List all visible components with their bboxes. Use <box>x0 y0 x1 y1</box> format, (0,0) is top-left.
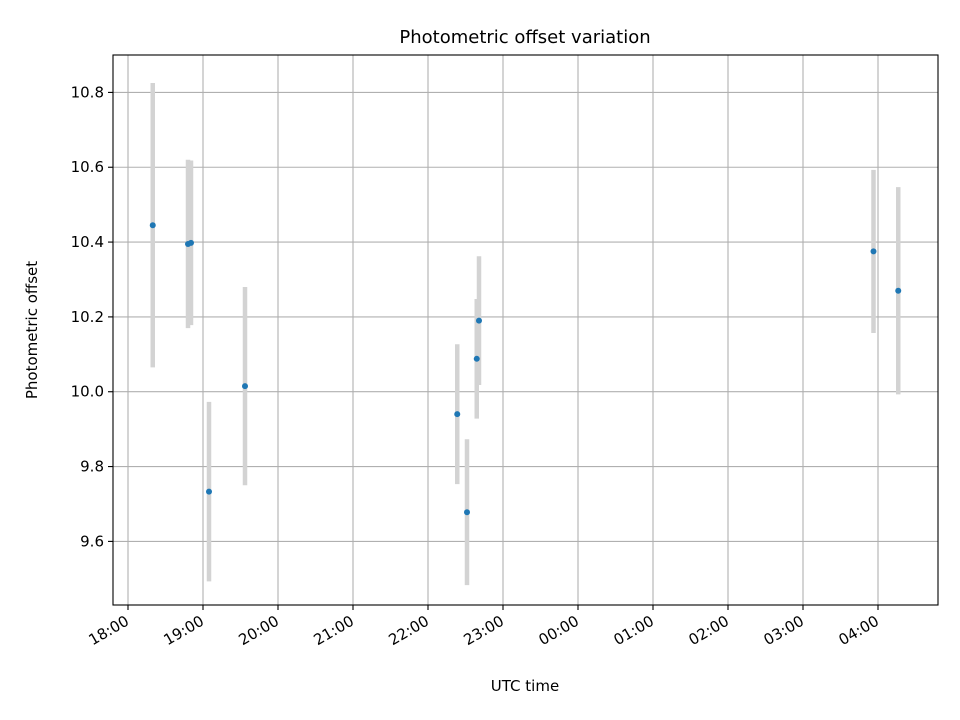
data-point <box>476 317 482 324</box>
x-tick-label: 21:00 <box>311 612 357 649</box>
data-point <box>149 222 156 229</box>
x-tick-label: 01:00 <box>611 612 657 649</box>
chart-title: Photometric offset variation <box>399 27 650 48</box>
data-point <box>473 355 480 362</box>
x-tick-label: 20:00 <box>236 612 282 649</box>
x-tick-label: 22:00 <box>386 612 432 649</box>
x-tick-label: 03:00 <box>761 612 807 649</box>
y-tick-label: 10.0 <box>71 383 104 401</box>
data-point <box>464 509 470 516</box>
data-point <box>870 248 877 255</box>
x-tick-label: 02:00 <box>686 612 732 649</box>
y-tick-label: 9.6 <box>80 532 104 550</box>
x-tick-label: 19:00 <box>161 612 207 649</box>
x-tick-label: 23:00 <box>461 612 507 649</box>
grid-lines <box>113 55 938 605</box>
y-tick-label: 10.6 <box>71 158 104 176</box>
error-bars <box>150 83 901 586</box>
data-point <box>206 488 212 495</box>
data-points <box>149 222 902 516</box>
plot-frame <box>112 54 939 606</box>
y-tick-label: 10.2 <box>71 308 104 326</box>
data-point <box>188 239 194 246</box>
y-tick-label: 10.8 <box>71 83 104 101</box>
y-axis-label: Photometric offset <box>23 261 41 399</box>
data-point <box>454 411 461 418</box>
y-tick-label: 9.8 <box>80 458 104 476</box>
x-tick-label: 00:00 <box>536 612 582 649</box>
data-point <box>895 287 902 294</box>
x-axis-ticks: 18:00 19:00 20:00 21:00 22:00 23:00 00:00 01:00… <box>86 605 882 649</box>
y-tick-label: 10.4 <box>71 233 104 251</box>
x-tick-label: 04:00 <box>836 612 882 649</box>
data-point <box>242 383 248 390</box>
y-axis-ticks: 9.6 9.8 10.0 10.2 10.4 10.6 10.8 <box>71 83 113 550</box>
x-axis-label: UTC time <box>491 677 559 695</box>
x-tick-label: 18:00 <box>86 612 132 649</box>
